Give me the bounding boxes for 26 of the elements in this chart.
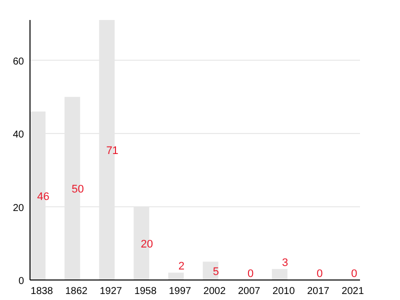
data-label: 3 — [282, 257, 288, 270]
data-label: 20 — [140, 238, 154, 250]
x-tick-label: 2017 — [307, 286, 330, 297]
bar — [168, 272, 184, 280]
x-tick-label: 1927 — [100, 286, 122, 297]
x-tick-label: 2010 — [272, 286, 296, 297]
data-label: 46 — [37, 190, 50, 203]
x-tick-label: 1862 — [65, 286, 88, 297]
x-tick-label: 1958 — [134, 286, 157, 297]
data-label: 71 — [106, 145, 118, 157]
x-tick-label: 2007 — [238, 286, 261, 297]
bar — [272, 269, 288, 280]
data-label: 2 — [178, 260, 184, 273]
x-tick-label: 2002 — [203, 286, 226, 297]
data-label: 5 — [212, 266, 220, 278]
data-label: 0 — [247, 268, 254, 280]
y-tick-label: 0 — [18, 276, 24, 287]
y-tick-label: 20 — [12, 202, 24, 214]
data-label: 50 — [72, 183, 84, 196]
x-tick-label: 1997 — [168, 286, 192, 297]
x-tick-label: 1838 — [30, 286, 54, 297]
x-tick-label: 2021 — [342, 286, 364, 297]
data-label: 0 — [316, 268, 323, 280]
y-tick-label: 60 — [12, 56, 24, 68]
data-label: 0 — [351, 268, 358, 280]
y-tick-label: 40 — [12, 130, 24, 141]
